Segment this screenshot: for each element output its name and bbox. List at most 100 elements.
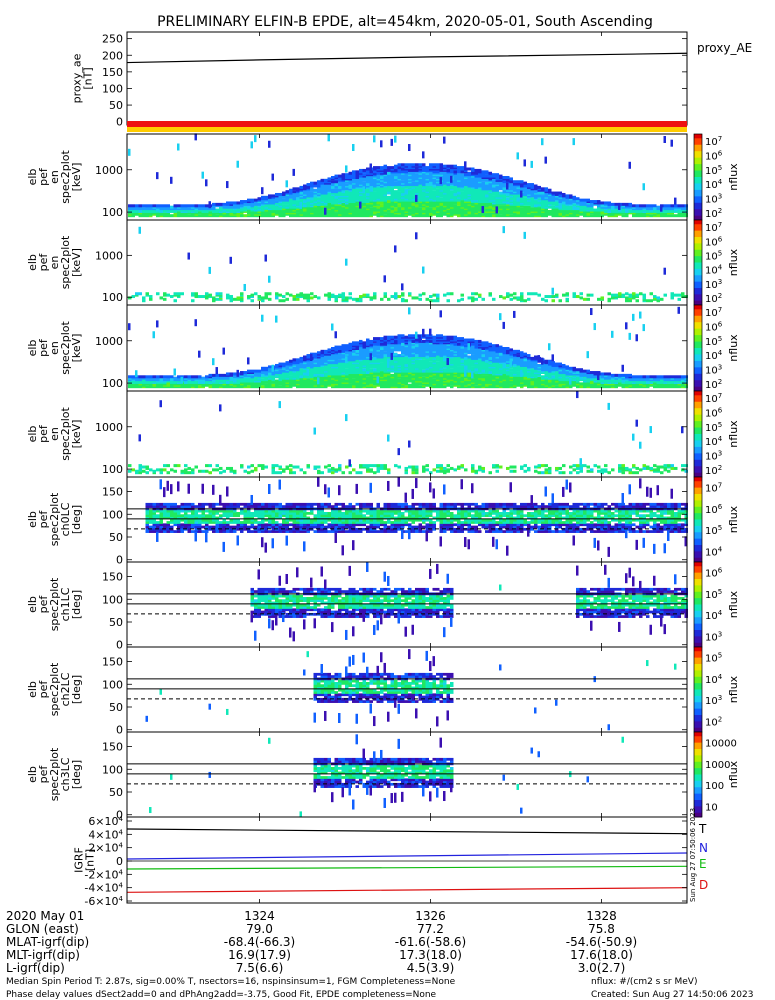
heatmap-cell: [520, 292, 524, 296]
heatmap-cell: [464, 167, 468, 171]
heatmap-cell: [219, 373, 223, 377]
heatmap-cell: [471, 167, 475, 171]
heatmap-cell: [271, 194, 275, 198]
heatmap-cell: [677, 293, 681, 297]
heatmap-cell: [366, 376, 370, 380]
heatmap-cell: [345, 165, 348, 173]
heatmap-cell: [205, 295, 209, 299]
heatmap-cell: [236, 380, 240, 384]
heatmap-cell: [600, 214, 604, 218]
heatmap-cell: [338, 345, 342, 349]
heatmap-cell: [247, 385, 251, 389]
heatmap-cell: [579, 208, 583, 212]
heatmap-cell: [257, 295, 261, 299]
heatmap-cell: [184, 380, 188, 384]
heatmap-cell: [362, 168, 366, 172]
heatmap-cell: [299, 359, 303, 363]
heatmap-cell: [180, 292, 184, 296]
heatmap-cell: [509, 293, 513, 297]
heatmap-cell: [250, 141, 253, 149]
heatmap-cell: [373, 292, 377, 296]
heatmap-cell: [334, 331, 337, 339]
heatmap-cell: [516, 152, 519, 160]
heatmap-cell: [173, 292, 177, 296]
heatmap-cell: [464, 185, 468, 189]
heatmap-cell: [394, 352, 398, 356]
heatmap-cell: [387, 195, 391, 199]
heatmap-cell: [310, 191, 314, 195]
heatmap-cell: [411, 345, 415, 349]
heatmap-cell: [443, 164, 447, 168]
heatmap-cell: [579, 296, 583, 300]
heatmap-cell: [387, 171, 391, 175]
heatmap-cell: [558, 191, 562, 195]
heatmap-cell: [481, 170, 485, 174]
heatmap-cell: [271, 383, 275, 387]
heatmap-cell: [625, 296, 629, 300]
heatmap-cell: [215, 292, 219, 296]
heatmap-cell: [548, 205, 552, 209]
heatmap-cell: [352, 188, 356, 192]
heatmap-cell: [275, 192, 279, 196]
heatmap-cell: [439, 177, 442, 185]
heatmap-cell: [299, 292, 303, 296]
heatmap-cell: [499, 214, 503, 218]
heatmap-cell: [128, 323, 131, 331]
heatmap-cell: [411, 175, 415, 179]
heatmap-cell: [674, 208, 678, 212]
heatmap-cell: [380, 371, 384, 375]
heatmap-cell: [537, 185, 541, 189]
heatmap-cell: [380, 297, 384, 301]
heatmap-cell: [145, 375, 149, 379]
heatmap-cell: [586, 293, 590, 297]
heatmap-cell: [422, 163, 426, 167]
heatmap-cell: [366, 177, 370, 181]
heatmap-cell: [516, 296, 520, 300]
heatmap-cell: [355, 201, 359, 205]
heatmap-cell: [163, 212, 167, 216]
heatmap-cell: [380, 211, 384, 215]
heatmap-cell: [310, 296, 314, 300]
heatmap-cell: [282, 362, 286, 366]
heatmap-cell: [208, 211, 212, 215]
heatmap-cell: [229, 256, 232, 264]
y-tick-label: 250: [102, 33, 123, 46]
heatmap-cell: [341, 378, 345, 382]
heatmap-cell: [401, 283, 404, 291]
heatmap-cell: [306, 183, 310, 187]
heatmap-cell: [590, 214, 594, 218]
heatmap-cell: [299, 356, 303, 360]
heatmap-cell: [492, 178, 496, 182]
y-tick-label: 100: [102, 82, 123, 95]
heatmap-cell: [208, 293, 212, 297]
heatmap-cell: [222, 373, 226, 377]
heatmap-cell: [201, 376, 205, 380]
heatmap-cell: [236, 296, 240, 300]
heatmap-cell: [359, 168, 363, 172]
heatmap-cell: [341, 185, 345, 189]
heatmap-cell: [495, 206, 498, 214]
heatmap-cell: [551, 295, 555, 299]
heatmap-cell: [411, 163, 415, 167]
heatmap-cell: [541, 195, 545, 199]
heatmap-cell: [334, 188, 338, 192]
heatmap-cell: [376, 205, 380, 209]
heatmap-cell: [145, 204, 149, 208]
heatmap-cell: [485, 184, 489, 188]
heatmap-cell: [229, 201, 233, 205]
heatmap-cell: [215, 202, 219, 206]
heatmap-cell: [674, 214, 678, 218]
heatmap-cell: [373, 345, 377, 349]
heatmap-cell: [663, 212, 667, 216]
legend-proxy-ae: proxy_AE: [697, 41, 752, 55]
heatmap-cell: [320, 178, 324, 182]
heatmap-cell: [642, 293, 646, 297]
heatmap-cell: [135, 204, 139, 208]
heatmap-cell: [380, 362, 384, 366]
heatmap-cell: [348, 171, 352, 175]
ylabel-line: [nT]: [82, 67, 95, 89]
heatmap-cell: [128, 383, 132, 387]
heatmap-cell: [310, 363, 314, 367]
heatmap-cell: [306, 293, 310, 297]
